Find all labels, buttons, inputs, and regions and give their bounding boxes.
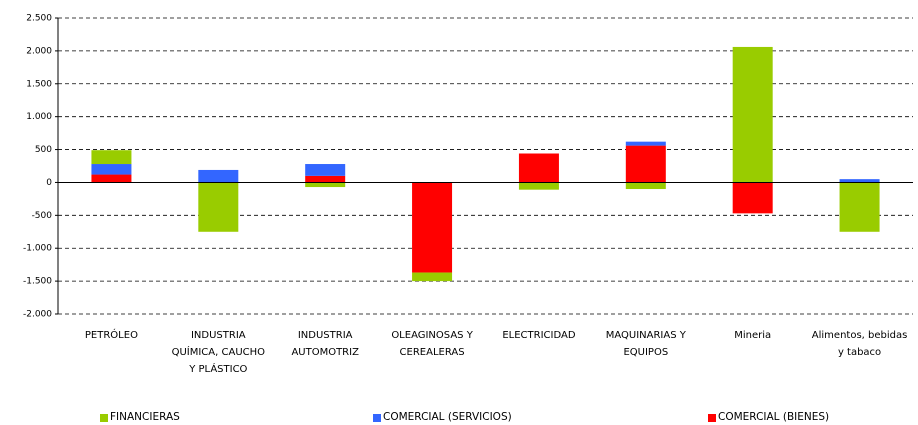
x-tick-label: Alimentos, bebidas y tabaco (811, 330, 908, 358)
bar (91, 150, 132, 165)
legend-label: COMERCIAL (SERVICIOS) (383, 411, 512, 423)
legend-label: FINANCIERAS (110, 411, 180, 423)
x-tick-label: INDUSTRIA AUTOMOTRIZ (291, 330, 359, 358)
legend-swatch (373, 414, 381, 422)
bar (198, 182, 239, 232)
y-tick-label: 1.500 (26, 79, 52, 89)
bar (305, 182, 346, 188)
x-tick-label: ELECTRICIDAD (502, 330, 576, 341)
bar (518, 182, 559, 190)
bar (305, 164, 346, 176)
bar (732, 46, 773, 183)
bar (625, 182, 666, 190)
bar (839, 182, 880, 232)
x-tick-label: PETRÓLEO (84, 330, 138, 341)
bar (732, 182, 773, 214)
bar (412, 182, 453, 273)
y-tick-label: 2.000 (26, 46, 52, 56)
bar (839, 179, 880, 183)
y-tick-label: 1.000 (26, 112, 52, 122)
y-tick-label: -500 (32, 211, 53, 221)
x-tick-label: MAQUINARIAS Y EQUIPOS (605, 330, 686, 358)
bar (91, 174, 132, 183)
bar (625, 141, 666, 146)
bar (625, 145, 666, 183)
y-tick-label: -1.500 (23, 277, 52, 287)
y-tick-label: 500 (35, 145, 52, 155)
x-tick-label: INDUSTRIA QUÍMICA, CAUCHO Y PLÁSTICO (171, 330, 266, 375)
y-tick-label: -1.000 (23, 244, 52, 254)
bar (518, 153, 559, 183)
x-tick-label: OLEAGINOSAS Y CEREALERAS (391, 330, 473, 358)
bar (198, 169, 239, 183)
x-tick-label: Mineria (734, 330, 772, 341)
bar (412, 272, 453, 282)
y-tick-label: 0 (46, 178, 52, 188)
legend-swatch (708, 414, 716, 422)
y-tick-label: -2.000 (23, 310, 52, 320)
bar (91, 164, 132, 175)
legend-swatch (100, 414, 108, 422)
y-tick-label: 2.500 (26, 14, 52, 24)
bar (305, 175, 346, 183)
legend-label: COMERCIAL (BIENES) (718, 411, 830, 423)
